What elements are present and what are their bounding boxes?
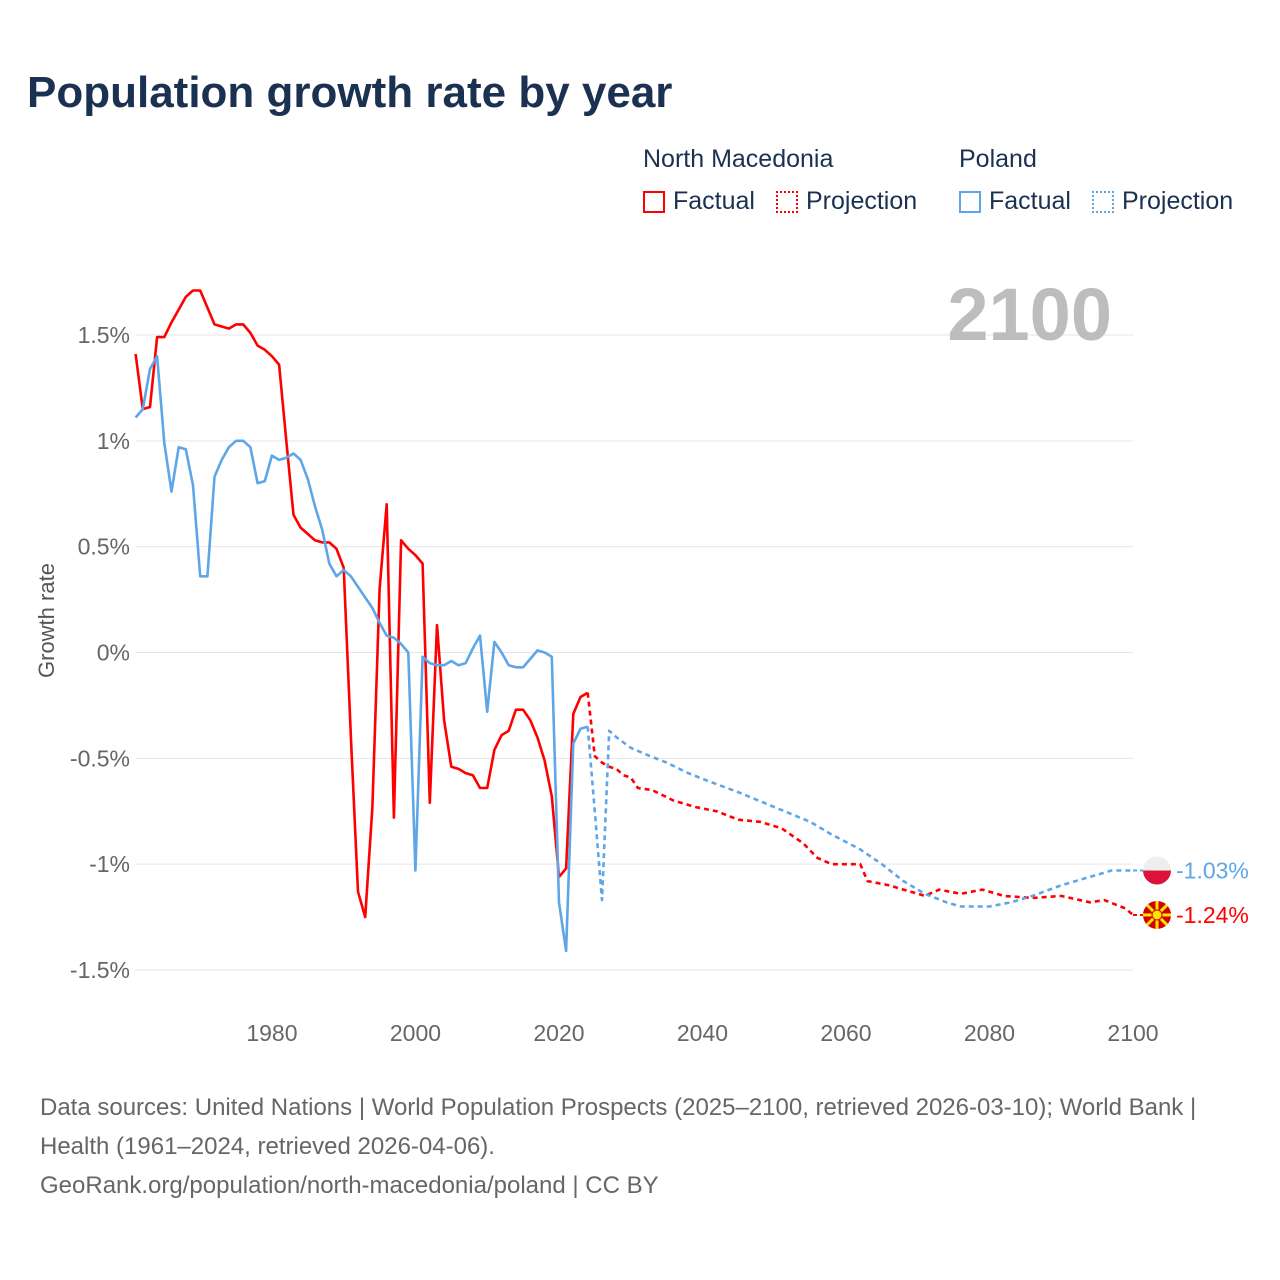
x-tick-label: 2020 — [533, 1020, 584, 1046]
y-tick-label: -0.5% — [70, 745, 130, 771]
legend-swatch-solid — [959, 190, 981, 213]
data-sources: Data sources: United Nations | World Pop… — [40, 1094, 1197, 1160]
poland-flag-red-half — [1143, 870, 1171, 885]
x-tick-label: 1980 — [246, 1020, 297, 1046]
y-tick-label: 1.5% — [78, 322, 130, 348]
current-year-label: 2100 — [947, 273, 1112, 356]
x-tick-label: 2060 — [820, 1020, 871, 1046]
legend-swatch-dotted — [776, 190, 798, 213]
y-tick-label: 1% — [97, 428, 130, 454]
legend-swatch-dotted — [1092, 190, 1114, 213]
y-tick-label: -1.5% — [70, 957, 130, 983]
legend-label: Factual — [673, 187, 755, 215]
series-line-poland-factual — [134, 354, 589, 953]
series-line-north-macedonia-factual — [134, 289, 589, 919]
series-line-poland-projection — [586, 726, 1133, 908]
x-tick-label: 2080 — [964, 1020, 1015, 1046]
legend-label: Projection — [1122, 187, 1234, 215]
legend-group-poland: Poland — [959, 145, 1037, 173]
flag-sun — [1151, 909, 1163, 921]
x-tick-label: 2040 — [677, 1020, 728, 1046]
x-tick-label: 2100 — [1107, 1020, 1158, 1046]
chart-title: Population growth rate by year — [27, 68, 673, 117]
y-tick-label: 0.5% — [78, 534, 130, 560]
y-tick-label: -1% — [89, 851, 130, 877]
credit-link[interactable]: GeoRank.org/population/north-macedonia/p… — [40, 1172, 659, 1199]
legend-group-north-macedonia: North Macedonia — [643, 145, 834, 173]
legend-pl-projection[interactable]: Projection — [1092, 187, 1233, 216]
legend-label: Projection — [806, 187, 918, 215]
end-value-label: -1.24% — [1176, 902, 1249, 928]
legend-label: Factual — [989, 187, 1071, 215]
legend-pl-factual[interactable]: Factual — [959, 187, 1071, 216]
footer: Data sources: United Nations | World Pop… — [40, 1088, 1240, 1205]
legend-nm-projection[interactable]: Projection — [776, 187, 917, 216]
series-line-north-macedonia-projection — [586, 692, 1134, 916]
legend-swatch-solid — [643, 190, 665, 213]
y-axis-label: Growth rate — [34, 563, 59, 678]
legend-nm-factual[interactable]: Factual — [643, 187, 755, 216]
y-tick-label: 0% — [97, 640, 130, 666]
end-value-label: -1.03% — [1176, 858, 1249, 884]
x-tick-label: 2000 — [390, 1020, 441, 1046]
